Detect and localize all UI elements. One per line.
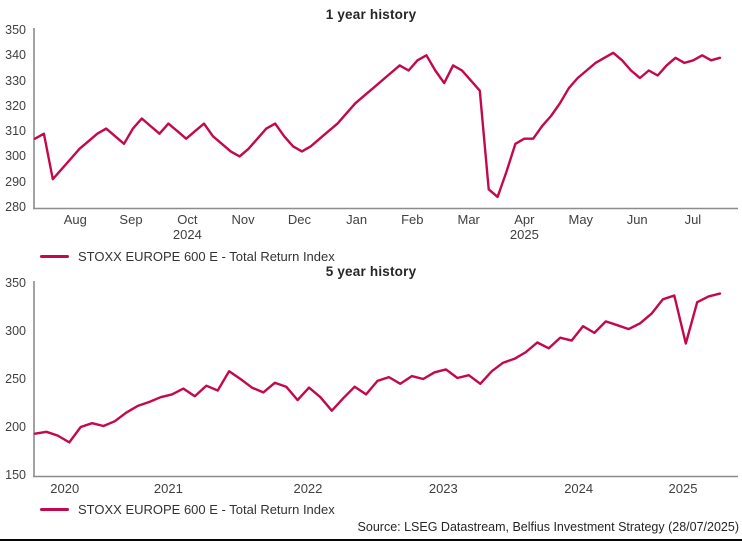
five-year-chart: 150 200 250 300 350 2020 2021 2022 2023 2024 2025 [5,276,738,496]
one-year-plot-area [33,28,738,210]
y-axis-tick-label: 280 [5,200,26,214]
x-axis-tick-label: Mar [457,212,480,227]
five-year-y-axis-labels: 150 200 250 300 350 [0,276,27,482]
x-axis-tick-label: Apr [514,212,535,227]
y-axis-tick-label: 300 [5,149,26,164]
axis-lines [33,28,738,210]
x-axis-tick-label: 2022 [293,481,323,496]
x-axis-tick-label: Dec [287,212,312,227]
y-axis-tick-label: 330 [5,73,26,88]
bottom-border-bar [0,539,742,541]
x-axis-tick-label: Nov [231,212,255,227]
x-axis-year-label: 2024 [172,227,202,242]
y-axis-tick-label: 200 [5,420,26,434]
x-axis-tick-label: 2025 [668,481,698,496]
y-axis-tick-label: 310 [5,124,26,139]
x-axis-tick-label: May [568,212,594,227]
y-axis-tick-label: 350 [5,23,26,37]
chart-title-1-year: 1 year history [325,7,417,22]
y-axis-tick-label: 320 [5,98,26,113]
y-axis-tick-label: 150 [5,468,26,482]
legend-line-swatch [40,254,69,259]
y-axis-tick-label: 300 [5,324,26,338]
x-axis-tick-label: 2024 [564,481,594,496]
total-return-index-line [33,51,722,199]
x-axis-tick-label: Aug [63,212,87,227]
chart-title-5-year: 5 year history [325,264,417,279]
y-axis-tick-label: 250 [5,372,26,386]
one-year-y-axis-labels: 280 290 300 310 320 330 340 350 [0,23,27,214]
x-axis-tick-label: Jan [346,212,368,227]
one-year-legend: STOXX EUROPE 600 E - Total Return Index [40,249,335,264]
five-year-legend: STOXX EUROPE 600 E - Total Return Index [40,502,335,517]
y-axis-tick-label: 350 [5,276,26,290]
legend-label: STOXX EUROPE 600 E - Total Return Index [78,502,335,517]
y-axis-tick-label: 290 [5,174,26,189]
one-year-chart: 280 290 300 310 320 330 340 350 Aug Sep Oct Nov Dec… [5,23,738,242]
x-axis-tick-label: Jul [684,212,702,227]
x-axis-tick-label: 2021 [153,481,183,496]
x-axis-tick-label: 2020 [50,481,80,496]
x-axis-tick-label: Oct [177,212,198,227]
axis-lines [33,281,738,478]
source-attribution: Source: LSEG Datastream, Belfius Investm… [357,520,739,534]
one-year-x-axis-labels: Aug Sep Oct Nov Dec Jan Feb Mar Apr May Jun Jul 2024… [33,212,738,244]
five-year-plot-area [33,281,738,478]
x-axis-tick-label: 2023 [428,481,458,496]
y-axis-tick-label: 340 [5,48,26,63]
five-year-x-axis-labels: 2020 2021 2022 2023 2024 2025 [33,481,738,513]
x-axis-tick-label: Jun [626,212,648,227]
legend-line-swatch [40,507,69,512]
x-axis-tick-label: Sep [119,212,143,227]
x-axis-tick-label: Feb [401,212,424,227]
legend-label: STOXX EUROPE 600 E - Total Return Index [78,249,335,264]
total-return-index-line [33,292,722,444]
x-axis-year-label: 2025 [509,227,539,242]
